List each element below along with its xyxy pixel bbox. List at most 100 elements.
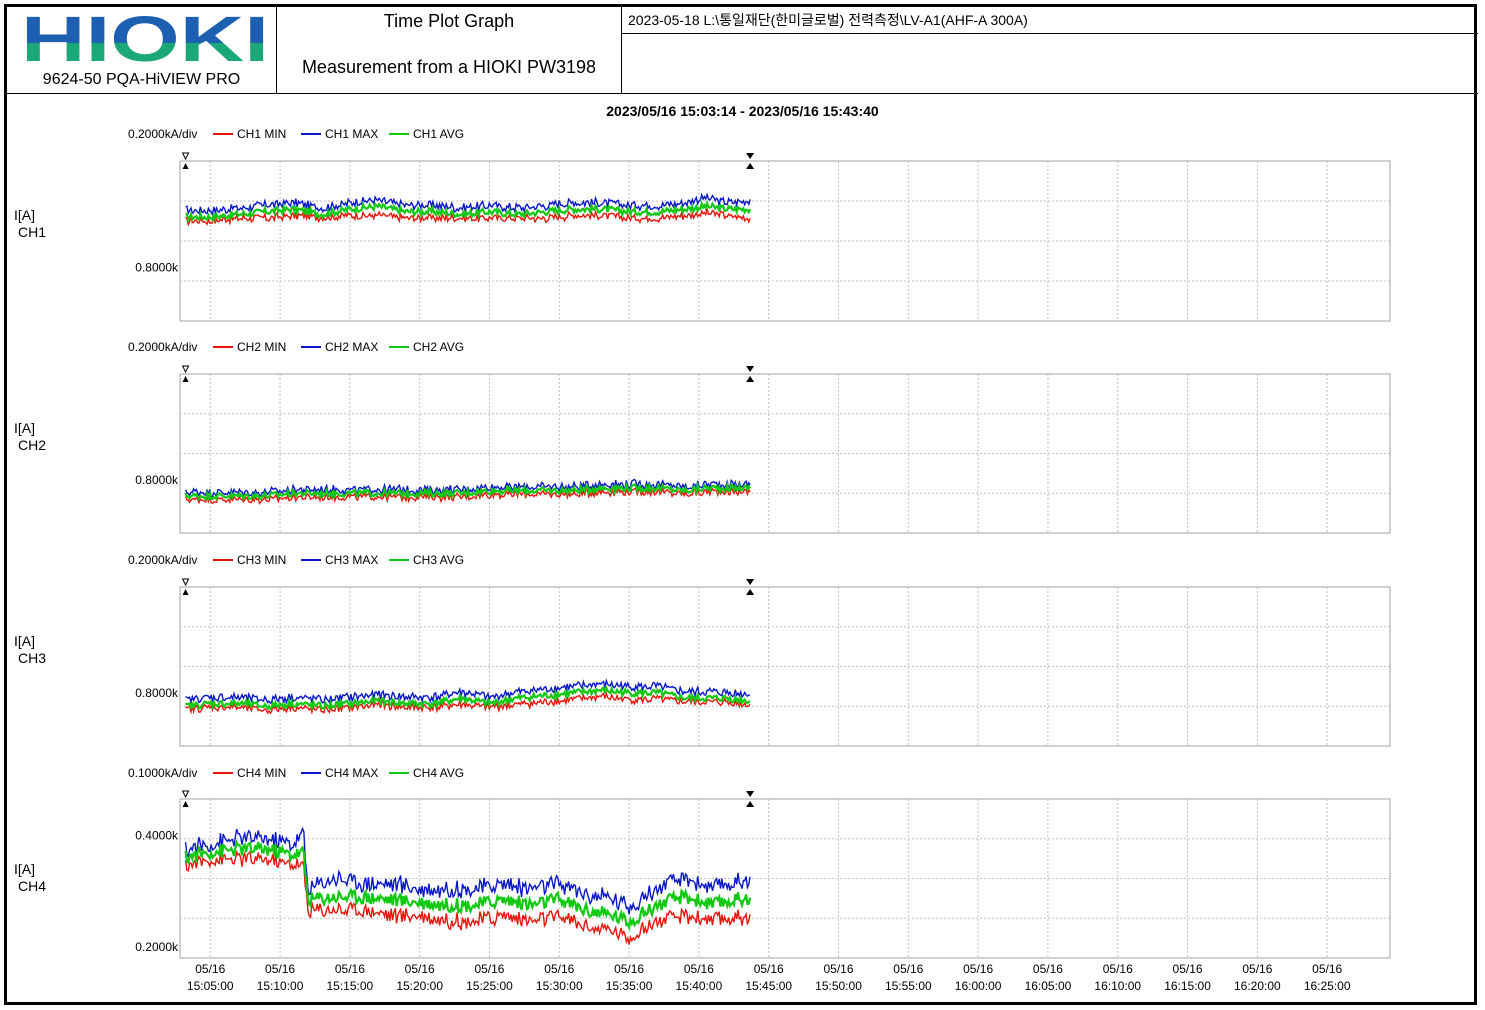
channel-axis-label: I[A] CH4 bbox=[14, 861, 46, 895]
end-marker bbox=[746, 579, 755, 585]
end-marker bbox=[746, 791, 755, 797]
x-tick-time: 15:35:00 bbox=[606, 979, 653, 993]
y-axis-label: I[A] bbox=[14, 633, 36, 649]
chart-panel-ch3: 0.8000k 0.2000kA/div CH3 MIN CH3 MAX CH3 AVG bbox=[128, 553, 1391, 747]
x-tick-time: 15:30:00 bbox=[536, 979, 583, 993]
series-line-avg bbox=[184, 839, 752, 932]
x-tick-date: 05/16 bbox=[265, 962, 295, 976]
x-tick-date: 05/16 bbox=[544, 962, 574, 976]
legend-label: CH4 MIN bbox=[237, 766, 286, 780]
x-tick-date: 05/16 bbox=[1242, 962, 1272, 976]
x-tick-time: 15:20:00 bbox=[396, 979, 443, 993]
legend-label: CH1 MAX bbox=[325, 127, 378, 141]
x-tick-date: 05/16 bbox=[1033, 962, 1063, 976]
start-marker bbox=[182, 801, 189, 807]
legend-label: CH2 MAX bbox=[325, 340, 378, 354]
end-marker bbox=[746, 366, 755, 372]
header-divider bbox=[276, 7, 277, 93]
y-axis-label: I[A] bbox=[14, 207, 36, 223]
legend-label: CH4 AVG bbox=[413, 766, 464, 780]
series-line-avg bbox=[184, 684, 751, 713]
report-frame bbox=[4, 4, 1477, 1005]
y-tick-label: 0.4000k bbox=[135, 828, 179, 842]
header-title-cell: Time Plot Graph Measurement from a HIOKI… bbox=[277, 7, 621, 93]
series-line-min bbox=[184, 849, 751, 945]
start-marker bbox=[182, 376, 189, 382]
x-tick-time: 16:10:00 bbox=[1094, 979, 1141, 993]
series-line-min bbox=[185, 690, 751, 715]
legend-label: CH3 MIN bbox=[237, 553, 286, 567]
legend-label: CH3 MAX bbox=[325, 553, 378, 567]
x-tick-date: 05/16 bbox=[1103, 962, 1133, 976]
x-tick-time: 15:45:00 bbox=[745, 979, 792, 993]
file-path-info: 2023-05-18 L:\통일재단(한미글로벌) 전력측정\LV-A1(AHF… bbox=[628, 12, 1028, 28]
scale-label: 0.2000kA/div bbox=[128, 127, 197, 141]
end-marker bbox=[746, 801, 755, 807]
end-marker bbox=[746, 376, 755, 382]
y-tick-label: 0.8000k bbox=[135, 261, 179, 275]
channel-axis-label: I[A] CH1 bbox=[14, 207, 46, 241]
hioki-logo: HIOKI bbox=[21, 9, 269, 69]
x-tick-time: 16:05:00 bbox=[1025, 979, 1072, 993]
x-tick-time: 15:40:00 bbox=[676, 979, 723, 993]
series-line-max bbox=[184, 826, 751, 915]
svg-text:HIOKI: HIOKI bbox=[21, 9, 269, 69]
legend-label: CH1 MIN bbox=[237, 127, 286, 141]
product-name: 9624-50 PQA-HiVIEW PRO bbox=[42, 71, 241, 88]
series-line-max bbox=[185, 192, 751, 216]
x-tick-time: 15:05:00 bbox=[187, 979, 234, 993]
channel-label: CH4 bbox=[18, 878, 47, 894]
end-marker bbox=[746, 163, 755, 169]
x-tick-date: 05/16 bbox=[614, 962, 644, 976]
chart-panel-ch2: 0.8000k 0.2000kA/div CH2 MIN CH2 MAX CH2 AVG bbox=[128, 340, 1391, 534]
y-axis-label: I[A] bbox=[14, 861, 36, 877]
channel-axis-label: I[A] CH3 bbox=[14, 633, 46, 667]
info-rule bbox=[621, 33, 1478, 34]
start-marker bbox=[181, 790, 190, 799]
end-marker bbox=[746, 589, 755, 595]
scale-label: 0.2000kA/div bbox=[128, 340, 197, 354]
x-tick-time: 16:20:00 bbox=[1234, 979, 1281, 993]
legend-label: CH2 MIN bbox=[237, 340, 286, 354]
scale-label: 0.2000kA/div bbox=[128, 553, 197, 567]
x-tick-time: 15:50:00 bbox=[815, 979, 862, 993]
x-tick-date: 05/16 bbox=[824, 962, 854, 976]
x-tick-date: 05/16 bbox=[1312, 962, 1342, 976]
x-tick-time: 15:10:00 bbox=[257, 979, 304, 993]
x-tick-date: 05/16 bbox=[474, 962, 504, 976]
start-marker bbox=[182, 163, 189, 169]
header-logo-cell: HIOKI 9624-50 PQA-HiVIEW PRO bbox=[7, 7, 276, 93]
x-tick-date: 05/16 bbox=[195, 962, 225, 976]
end-marker bbox=[746, 153, 755, 159]
legend-label: CH3 AVG bbox=[413, 553, 464, 567]
series-line-max bbox=[185, 678, 751, 705]
chart-panel-ch4: 0.4000k 0.2000k 0.1000kA/div CH4 MIN CH4 MAX… bbox=[128, 766, 1391, 993]
legend-label: CH4 MAX bbox=[325, 766, 378, 780]
header-info-cell: 2023-05-18 L:\통일재단(한미글로벌) 전력측정\LV-A1(AHF… bbox=[622, 7, 1475, 93]
x-tick-date: 05/16 bbox=[963, 962, 993, 976]
header-divider bbox=[621, 7, 622, 93]
x-tick-time: 16:15:00 bbox=[1164, 979, 1211, 993]
channel-label: CH3 bbox=[18, 650, 47, 666]
series-line-avg bbox=[184, 480, 751, 502]
y-axis-label: I[A] bbox=[14, 420, 36, 436]
x-tick-date: 05/16 bbox=[335, 962, 365, 976]
report-title: Time Plot Graph bbox=[383, 11, 515, 31]
x-tick-date: 05/16 bbox=[684, 962, 714, 976]
legend-label: CH1 AVG bbox=[413, 127, 464, 141]
time-range: 2023/05/16 15:03:14 - 2023/05/16 15:43:4… bbox=[606, 103, 879, 119]
start-marker bbox=[181, 365, 190, 374]
y-tick-label: 0.2000k bbox=[135, 940, 179, 954]
scale-label: 0.1000kA/div bbox=[128, 766, 197, 780]
x-tick-date: 05/16 bbox=[754, 962, 784, 976]
x-tick-date: 05/16 bbox=[893, 962, 923, 976]
channel-label: CH1 bbox=[18, 224, 47, 240]
start-marker bbox=[182, 589, 189, 595]
start-marker bbox=[181, 578, 190, 587]
report-subtitle: Measurement from a HIOKI PW3198 bbox=[301, 57, 597, 77]
series-line-min bbox=[185, 208, 751, 227]
channel-label: CH2 bbox=[18, 437, 47, 453]
legend-label: CH2 AVG bbox=[413, 340, 464, 354]
series-line-min bbox=[184, 485, 751, 506]
